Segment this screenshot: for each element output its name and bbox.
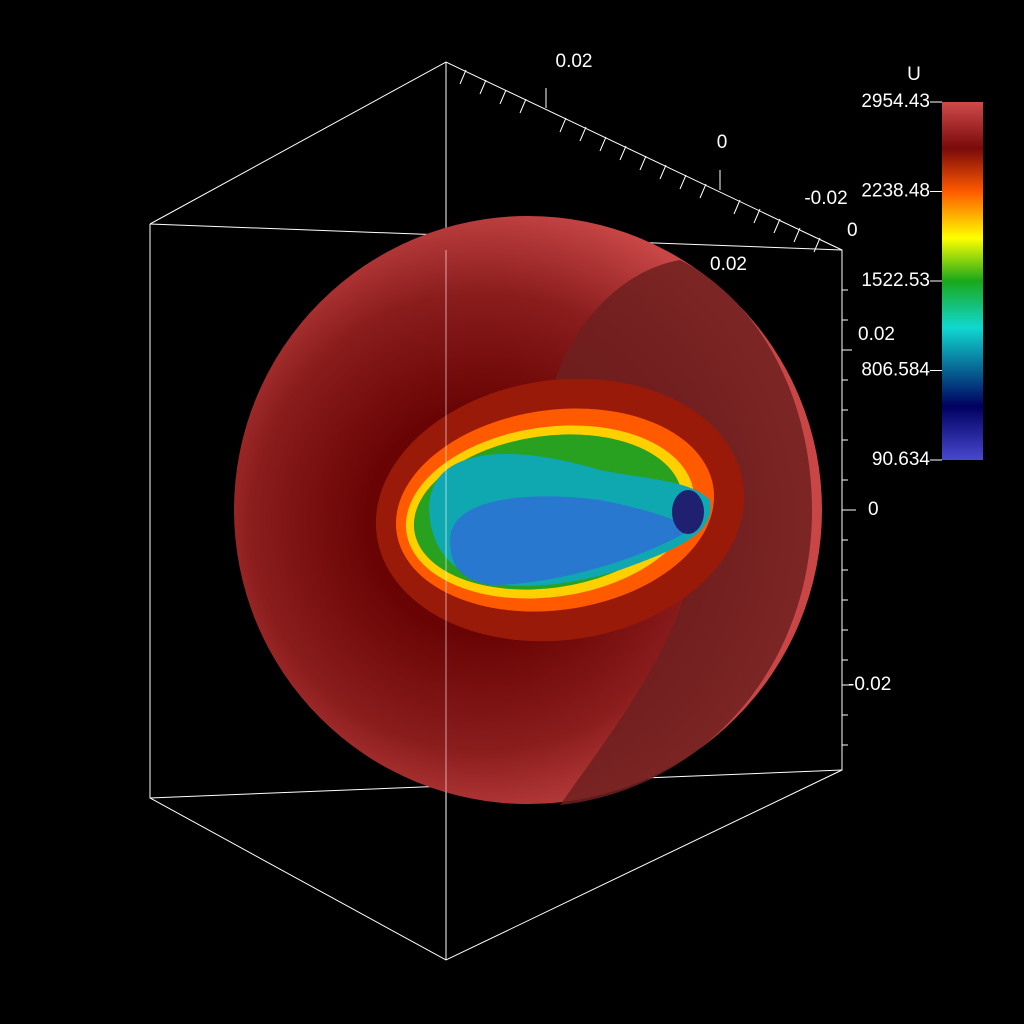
colorbar-tick-label: 1522.53 (861, 270, 930, 291)
colorbar-tick-label: 2238.48 (861, 181, 930, 202)
axis-label: 0 (847, 220, 858, 241)
colorbar-tick-label: 806.584 (861, 360, 930, 381)
color-scale (942, 102, 983, 460)
axis-labels: 0.02 0 -0.02 0 0.02 0 -0.02 (556, 51, 895, 695)
colorbar-title: U (907, 64, 921, 85)
axis-label: -0.02 (804, 188, 847, 209)
axis-label: 0.02 (710, 254, 747, 275)
colorbar-ticks: 2954.43 2238.48 1522.53 806.584 90.634 (861, 91, 942, 470)
axis-label: 0.02 (556, 51, 593, 72)
axis-label: 0 (717, 132, 728, 153)
axis-label: 0 (868, 499, 879, 520)
axis-label: 0.02 (858, 324, 895, 345)
colorbar: U 2954.43 2238.48 1522.53 806.584 90.634 (861, 64, 983, 470)
colorbar-tick-label: 90.634 (872, 449, 931, 470)
axis-label: -0.02 (848, 674, 891, 695)
colorbar-tick-label: 2954.43 (861, 91, 930, 112)
sphere (234, 216, 822, 805)
